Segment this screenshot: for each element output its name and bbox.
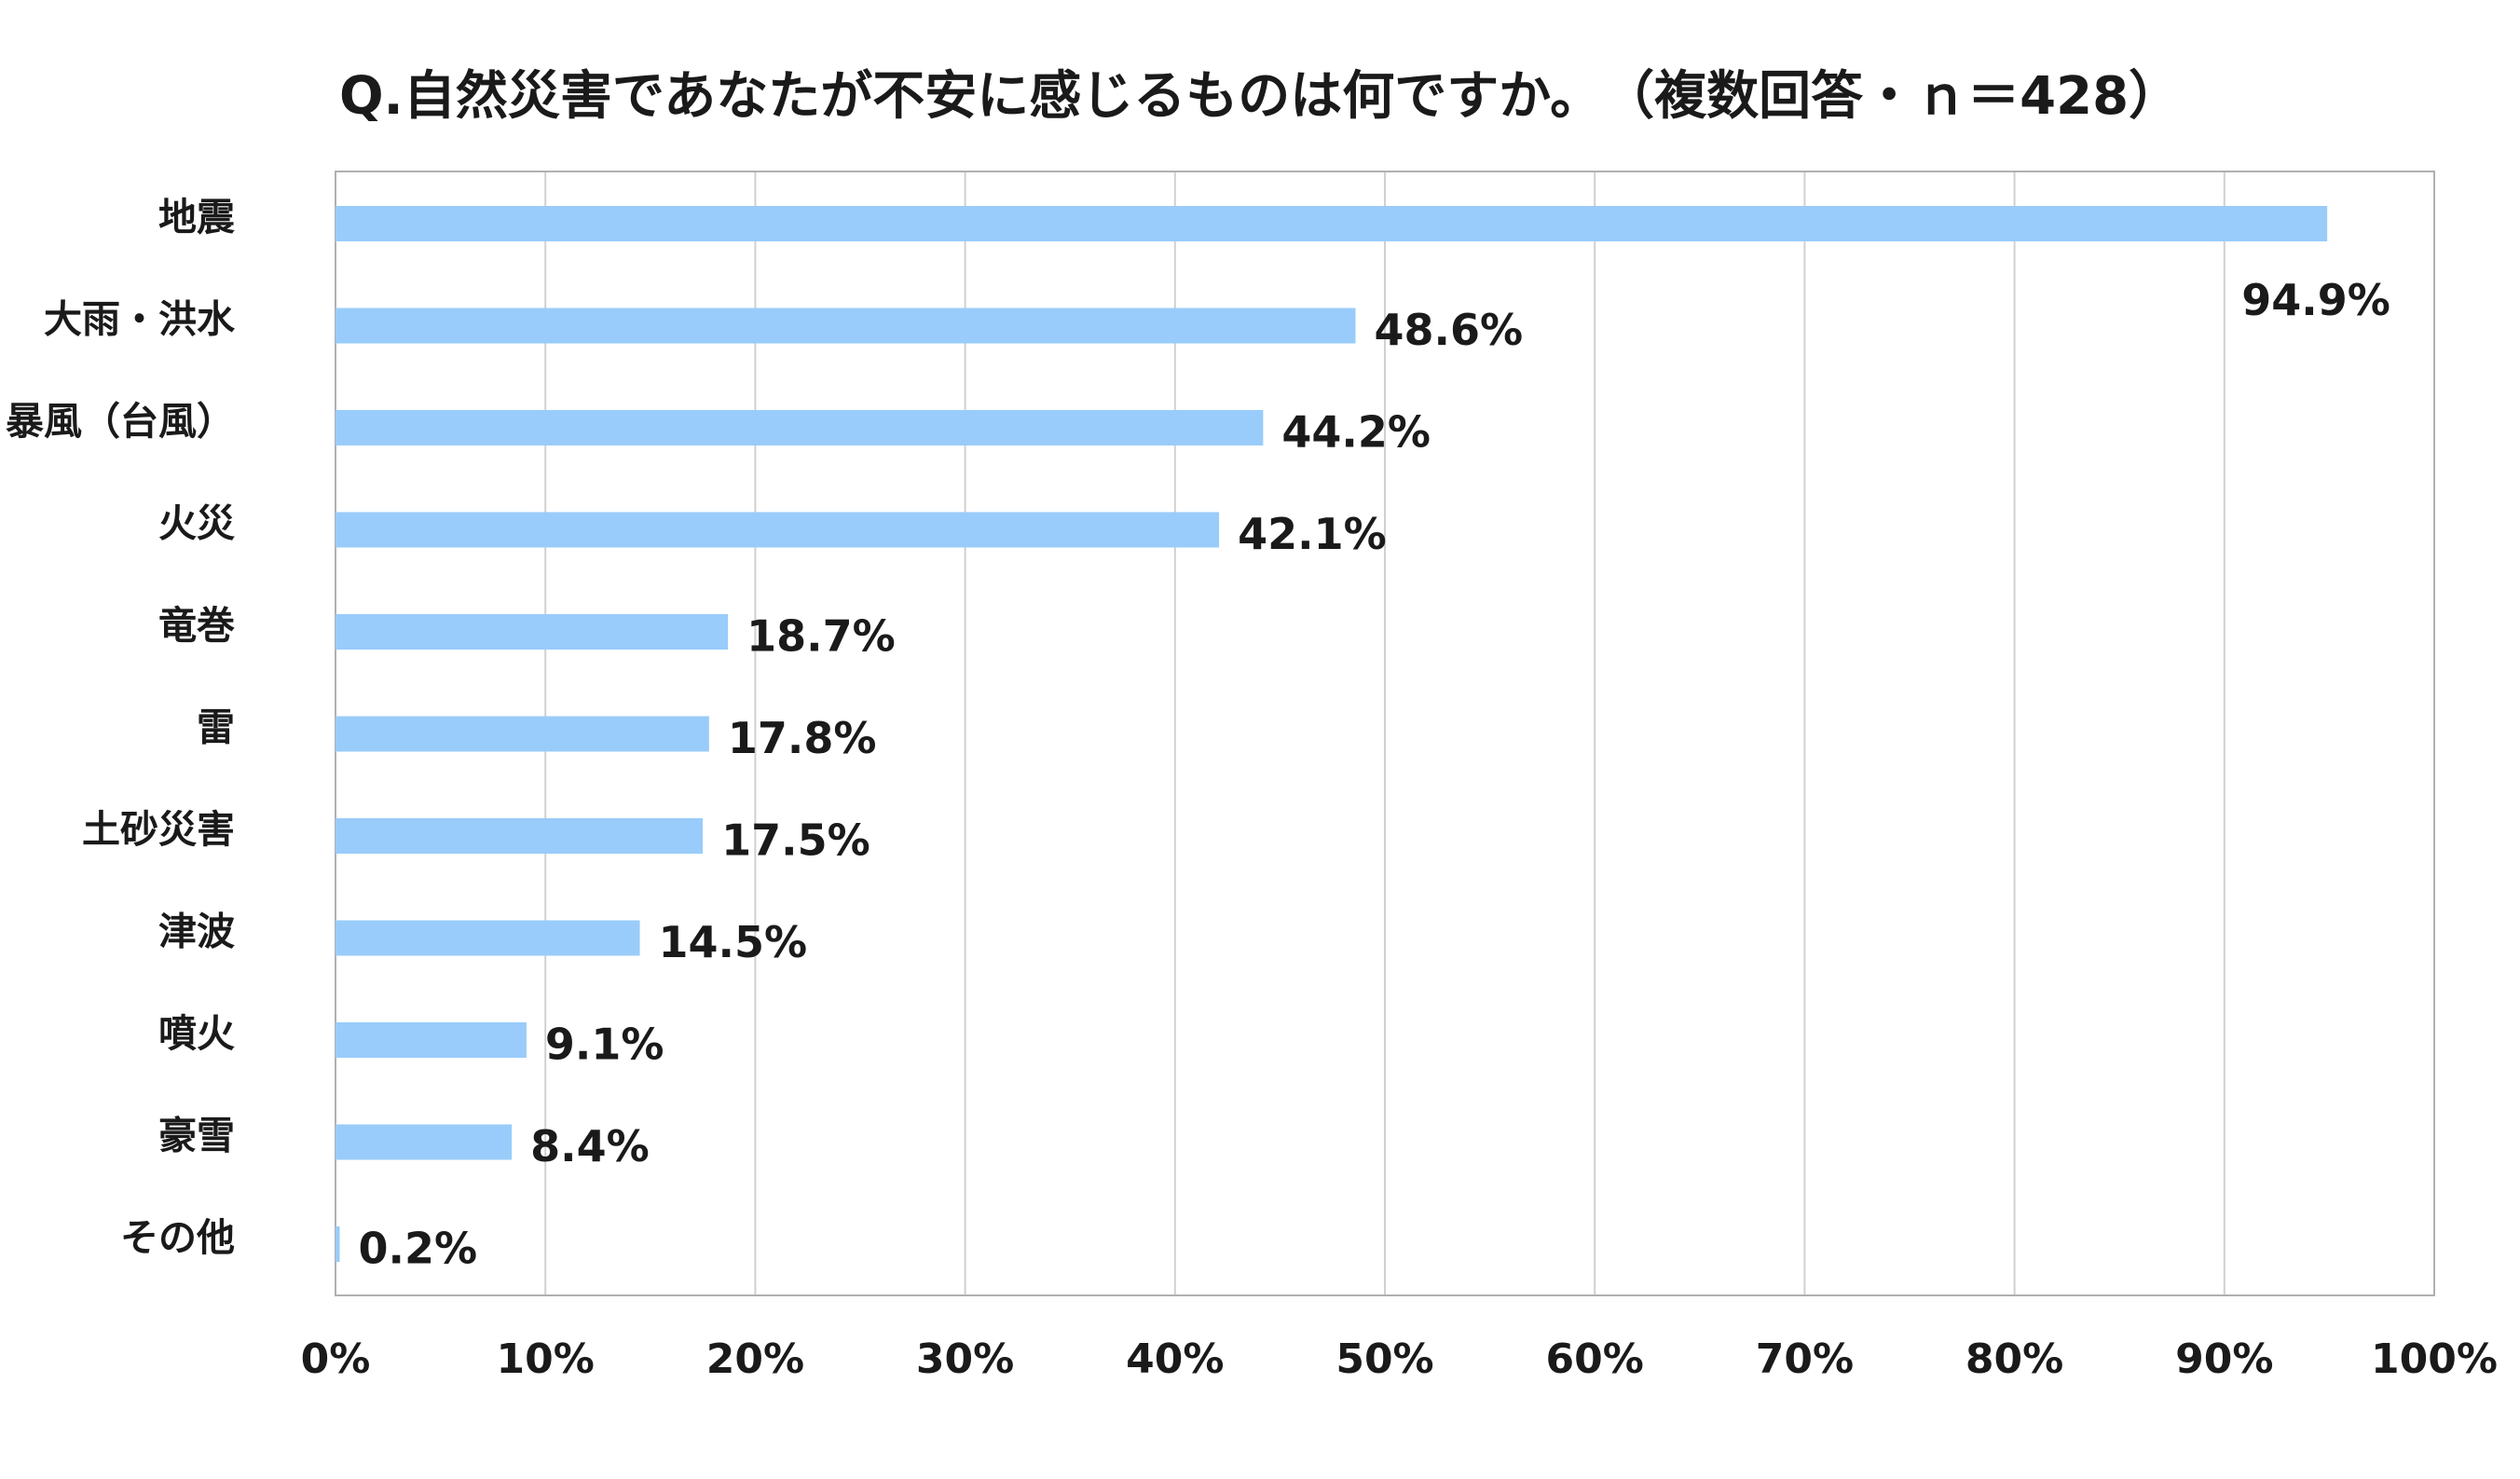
bar xyxy=(336,308,1356,344)
data-labels: 94.9% 48.6% 44.2% 42.1% 18.7% 17.8% 17.5% 14.5%… xyxy=(359,275,2390,1274)
data-label: 8.4% xyxy=(530,1121,650,1171)
data-label: 17.5% xyxy=(721,815,870,866)
category-label: 地震 xyxy=(158,195,235,240)
category-label: 大雨・洪水 xyxy=(44,297,236,342)
category-label: 雷 xyxy=(197,705,235,750)
x-tick-label: 50% xyxy=(1335,1335,1433,1383)
bar xyxy=(336,1124,513,1160)
x-tick-label: 10% xyxy=(497,1335,595,1383)
data-label: 0.2% xyxy=(359,1224,478,1274)
bar xyxy=(336,410,1264,445)
bar xyxy=(336,1226,340,1262)
category-label: 土砂災害 xyxy=(82,807,235,852)
bar xyxy=(336,920,640,956)
x-tick-label: 40% xyxy=(1126,1335,1224,1383)
data-label: 18.7% xyxy=(746,611,896,662)
bar xyxy=(336,818,704,854)
category-label: 噴火 xyxy=(158,1011,235,1056)
data-label: 17.8% xyxy=(728,713,877,763)
bar xyxy=(336,206,2328,241)
category-label: 豪雪 xyxy=(158,1114,235,1158)
x-tick-label: 90% xyxy=(2175,1335,2273,1383)
bars xyxy=(336,206,2328,1262)
bar xyxy=(336,1022,527,1058)
data-label: 44.2% xyxy=(1281,407,1431,458)
x-axis-tick-labels: 0% 10% 20% 30% 40% 50% 60% 70% 80% 90% 100% xyxy=(301,1335,2498,1383)
x-tick-label: 60% xyxy=(1546,1335,1644,1383)
x-tick-label: 20% xyxy=(706,1335,804,1383)
x-tick-label: 100% xyxy=(2371,1335,2498,1383)
x-tick-label: 0% xyxy=(301,1335,371,1383)
category-label: 竜巻 xyxy=(158,603,235,648)
chart-title: Q.自然災害であなたが不安に感じるものは何ですか。 （複数回答・ｎ＝428） xyxy=(338,66,2182,127)
gridlines xyxy=(544,171,2226,1295)
x-tick-label: 80% xyxy=(1965,1335,2063,1383)
data-label: 14.5% xyxy=(659,917,808,967)
category-label: その他 xyxy=(120,1215,235,1260)
bar xyxy=(336,512,1220,548)
category-label: 火災 xyxy=(158,501,235,546)
x-tick-label: 30% xyxy=(916,1335,1014,1383)
data-label: 42.1% xyxy=(1238,509,1387,559)
data-label: 48.6% xyxy=(1374,305,1523,355)
data-label: 9.1% xyxy=(545,1020,664,1070)
bar xyxy=(336,614,729,650)
data-label: 94.9% xyxy=(2241,275,2390,325)
x-tick-label: 70% xyxy=(1756,1335,1854,1383)
category-label: 暴風（台風） xyxy=(6,399,235,444)
bar xyxy=(336,716,709,752)
category-label: 津波 xyxy=(158,910,235,954)
